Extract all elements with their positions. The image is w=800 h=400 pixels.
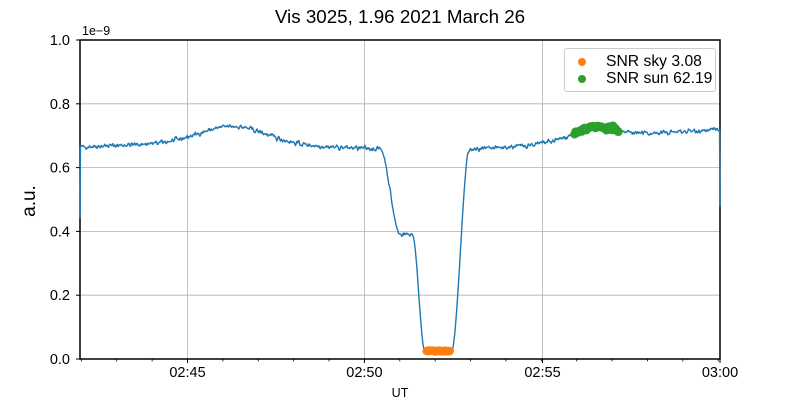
svg-text:02:55: 02:55 (524, 365, 560, 381)
svg-text:0.8: 0.8 (50, 97, 70, 113)
svg-text:0.0: 0.0 (50, 352, 70, 368)
svg-text:02:50: 02:50 (346, 365, 382, 381)
svg-text:03:00: 03:00 (702, 365, 738, 381)
svg-text:02:45: 02:45 (169, 365, 205, 381)
svg-text:0.2: 0.2 (50, 288, 70, 304)
svg-text:1.0: 1.0 (50, 33, 70, 49)
svg-text:0.4: 0.4 (50, 224, 70, 240)
svg-text:0.6: 0.6 (50, 161, 70, 177)
